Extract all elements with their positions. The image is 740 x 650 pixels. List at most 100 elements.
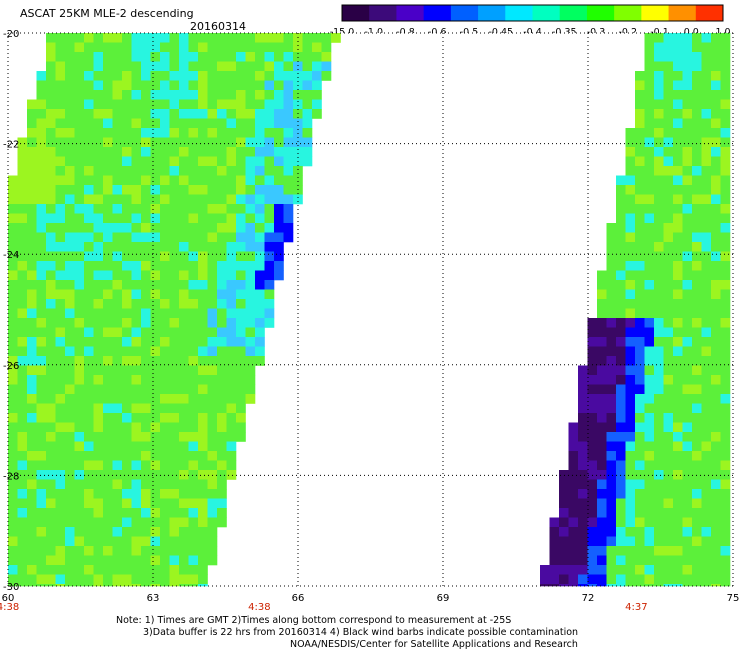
swath-cell — [692, 327, 702, 338]
swath-cell — [122, 289, 132, 300]
swath-cell — [255, 251, 265, 262]
swath-cell — [654, 574, 664, 585]
swath-cell — [606, 251, 617, 262]
swath-cell — [236, 194, 246, 205]
swath-cell — [198, 574, 208, 585]
swath-cell — [141, 128, 151, 138]
swath-cell — [74, 546, 85, 556]
swath-cell — [207, 42, 218, 53]
swath-cell — [720, 147, 731, 157]
swath-cell — [103, 413, 113, 423]
swath-cell — [27, 261, 37, 271]
swath-cell — [692, 213, 702, 224]
swath-cell — [711, 232, 721, 243]
swath-cell — [160, 232, 170, 243]
swath-cell — [17, 204, 28, 214]
swath-cell — [46, 99, 56, 110]
swath-cell — [160, 460, 170, 471]
swath-cell — [217, 33, 227, 43]
swath-cell — [692, 137, 702, 148]
swath-cell — [179, 337, 189, 347]
swath-cell — [141, 185, 151, 195]
swath-cell — [207, 204, 218, 214]
swath-cell — [568, 422, 579, 433]
swath-cell — [207, 118, 218, 129]
swath-cell — [141, 147, 151, 157]
swath-cell — [654, 261, 664, 271]
swath-cell — [606, 289, 617, 300]
swath-cell — [160, 555, 170, 566]
swath-cell — [264, 223, 275, 233]
swath-cell — [188, 232, 199, 243]
swath-cell — [46, 337, 56, 347]
swath-cell — [578, 451, 588, 461]
swath-cell — [673, 223, 683, 233]
swath-cell — [112, 422, 123, 433]
swath-cell — [103, 527, 113, 537]
swath-cell — [236, 289, 246, 300]
swath-cell — [122, 517, 132, 528]
swath-cell — [606, 441, 617, 452]
swath-cell — [720, 517, 731, 528]
swath-cell — [701, 175, 712, 186]
swath-cell — [245, 99, 256, 110]
swath-cell — [55, 109, 66, 119]
swath-cell — [682, 175, 693, 186]
swath-cell — [65, 109, 75, 119]
swath-cell — [283, 166, 294, 176]
swath-cell — [84, 128, 94, 138]
swath-cell — [217, 261, 227, 271]
swath-cell — [122, 318, 132, 328]
swath-cell — [274, 99, 284, 110]
swath-cell — [692, 527, 702, 537]
swath-cell — [701, 327, 712, 338]
swath-cell — [264, 42, 275, 53]
swath-cell — [654, 289, 664, 300]
swath-cell — [644, 52, 655, 62]
swath-cell — [226, 99, 237, 110]
swath-cell — [711, 175, 721, 186]
swath-cell — [160, 52, 170, 62]
swath-cell — [692, 147, 702, 157]
swath-cell — [236, 109, 246, 119]
swath-cell — [93, 337, 104, 347]
swath-cell — [188, 52, 199, 62]
swath-cell — [245, 280, 256, 290]
swath-cell — [711, 251, 721, 262]
swath-cell — [65, 80, 75, 91]
swath-cell — [55, 118, 66, 129]
swath-cell — [112, 375, 123, 385]
swath-cell — [131, 479, 142, 490]
swath-cell — [720, 52, 731, 62]
swath-cell — [274, 242, 284, 252]
swath-cell — [654, 384, 664, 395]
swath-cell — [236, 185, 246, 195]
swath-cell — [74, 470, 85, 480]
swath-cell — [84, 365, 94, 376]
swath-cell — [692, 384, 702, 395]
swath-cell — [141, 565, 151, 575]
swath-cell — [663, 175, 674, 186]
swath-cell — [236, 299, 246, 309]
swath-cell — [673, 422, 683, 433]
swath-cell — [226, 441, 237, 452]
swath-cell — [217, 147, 227, 157]
swath-cell — [720, 337, 731, 347]
swath-cell — [616, 441, 626, 452]
swath-cell — [160, 384, 170, 395]
swath-cell — [169, 194, 180, 205]
swath-cell — [711, 261, 721, 271]
swath-cell — [27, 327, 37, 338]
swath-cell — [226, 175, 237, 186]
swath-cell — [36, 375, 47, 385]
swath-cell — [188, 194, 199, 205]
swath-cell — [74, 365, 85, 376]
swath-cell — [46, 536, 56, 547]
swath-cell — [150, 470, 161, 480]
swath-cell — [112, 251, 123, 262]
swath-cell — [36, 508, 47, 518]
swath-cell — [141, 451, 151, 461]
swath-cell — [188, 80, 199, 91]
swath-cell — [236, 52, 246, 62]
swath-cell — [625, 137, 636, 148]
